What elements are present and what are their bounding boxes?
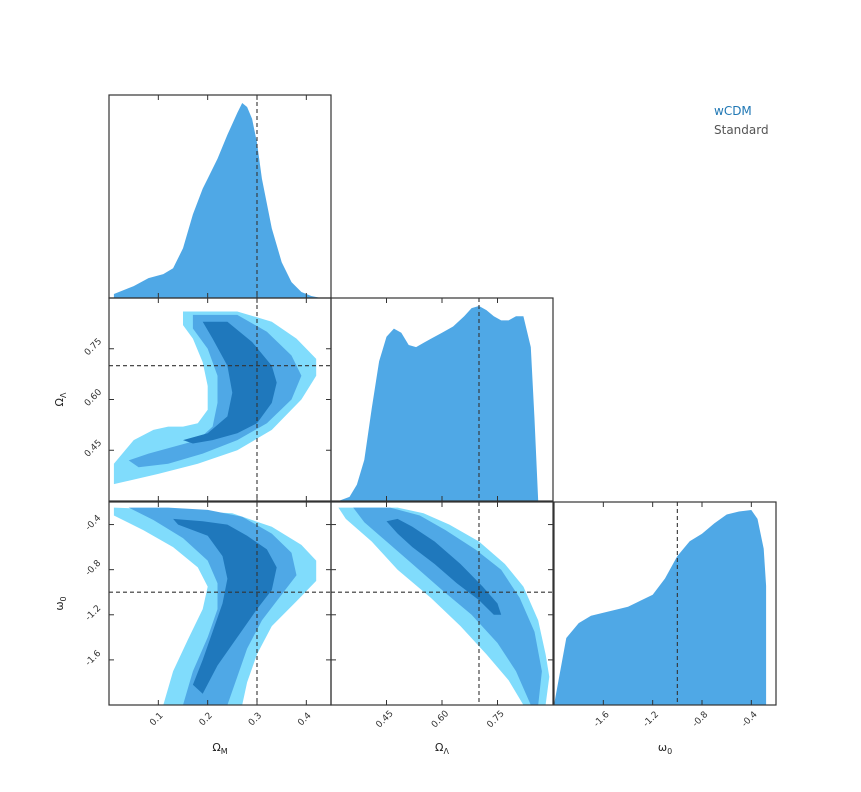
x-axis-label-om: ΩM (212, 741, 227, 756)
x-axis-label-w0: ω0 (658, 741, 672, 756)
marginal-ol (338, 306, 539, 501)
x-tick-label-ol: 0.75 (485, 709, 506, 730)
x-tick-label-w0: -1.2 (642, 710, 661, 729)
y-axis-label-ol: ΩΛ (53, 392, 68, 406)
y-tick-label-w0: -1.6 (84, 649, 104, 669)
contour-ol-w0-1sigma (386, 518, 502, 615)
y-tick-label-w0: -0.4 (84, 513, 104, 533)
y-axis-label-w0: ω0 (53, 596, 68, 610)
y-tick-label-ol: 0.60 (83, 387, 104, 408)
y-tick-label-w0: -1.2 (84, 604, 103, 623)
x-tick-label-om: 0.2 (198, 711, 215, 728)
legend-entry-standard: Standard (714, 123, 769, 137)
contour-ol-w0-3sigma (338, 507, 550, 705)
legend: wCDM Standard (714, 104, 769, 137)
y-tick-label-ol: 0.45 (83, 438, 104, 459)
x-tick-label-w0: -1.6 (592, 710, 612, 730)
x-tick-label-ol: 0.60 (430, 709, 451, 730)
x-tick-label-om: 0.3 (247, 711, 264, 728)
x-tick-label-w0: -0.8 (691, 710, 711, 730)
panel-frame (553, 501, 777, 706)
contour-om-ol-1sigma (183, 321, 277, 444)
x-tick-label-om: 0.4 (296, 711, 313, 728)
marginal-w0 (554, 510, 767, 705)
x-axis-label-ol: ΩΛ (435, 741, 449, 756)
contour-om-w0-1sigma (173, 518, 277, 694)
x-tick-label-w0: -0.4 (740, 710, 760, 730)
contour-ol-w0-2sigma (353, 507, 542, 705)
y-tick-label-w0: -0.8 (84, 558, 104, 578)
y-tick-label-ol: 0.75 (83, 337, 104, 358)
x-tick-label-om: 0.1 (148, 711, 165, 728)
legend-entry-wcdm: wCDM (714, 104, 752, 118)
x-tick-label-ol: 0.45 (374, 709, 395, 730)
panels-layer: 0.1 0.2 0.3 0.4 ΩM 0.45 0.60 0.75 ΩΛ -1.6 -1.2 -0.8… (53, 94, 777, 756)
marginal-om (113, 103, 322, 298)
